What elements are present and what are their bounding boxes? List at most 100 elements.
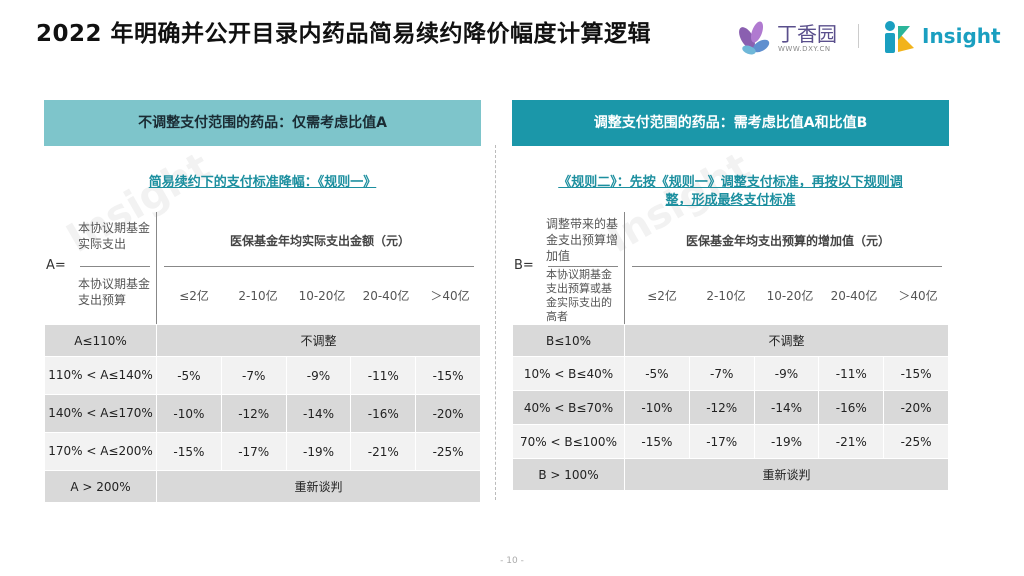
table-row: 70% < B≤100% -15% -17% -19% -21% -25%: [512, 424, 949, 459]
table-cell: -20%: [883, 390, 949, 425]
table-row: 40% < B≤70% -10% -12% -14% -16% -20%: [512, 390, 949, 425]
table-cell: -7%: [220, 356, 287, 395]
band-header: 20-40亿: [830, 289, 878, 303]
page-number: - 10 -: [500, 556, 524, 566]
column-header: 医保基金年均支出预算的增加值（元）: [685, 234, 890, 248]
table-cell: -15%: [156, 432, 222, 471]
row-label: B > 100%: [512, 458, 625, 491]
table-cell: -5%: [624, 356, 690, 391]
dxy-logo: 丁香园 WWW.DXY.CN: [735, 18, 850, 60]
table-cell: -17%: [220, 432, 287, 471]
table-cell: -21%: [350, 432, 417, 471]
merged-cell: 重新谈判: [624, 458, 949, 491]
formula-label: B=: [514, 258, 534, 273]
band-header: 10-20亿: [766, 289, 814, 303]
formula-numerator: 本协议期基金实际支出: [78, 221, 151, 251]
band-header: ＞40亿: [898, 289, 938, 303]
table-cell: -9%: [753, 356, 820, 391]
band-header: 10-20亿: [298, 289, 346, 303]
table-row: 170% < A≤200% -15% -17% -19% -21% -25%: [44, 432, 481, 471]
left-reduction-table: A≤110% 不调整 110% < A≤140% -5% -7% -9% -11…: [44, 324, 481, 503]
right-reduction-table: B≤10% 不调整 10% < B≤40% -5% -7% -9% -11% -…: [512, 324, 949, 491]
table-cell: -17%: [688, 424, 755, 459]
merged-cell: 不调整: [156, 324, 481, 357]
table-cell: -15%: [883, 356, 949, 391]
row-label: 170% < A≤200%: [44, 432, 157, 471]
table-cell: -19%: [285, 432, 352, 471]
band-headers: ≤2亿 2-10亿 10-20亿 20-40亿 ＞40亿: [630, 287, 950, 304]
table-cell: -10%: [156, 394, 222, 433]
panel-divider: [495, 145, 496, 500]
row-label: 70% < B≤100%: [512, 424, 625, 459]
table-row: B > 100% 重新谈判: [512, 458, 949, 491]
left-rule-title: 简易续约下的支付标准降幅：《规则一》: [148, 175, 377, 190]
table-cell: -25%: [883, 424, 949, 459]
table-row: 110% < A≤140% -5% -7% -9% -11% -15%: [44, 356, 481, 395]
formula-denominator: 本协议期基金支出预算或基金实际支出的高者: [546, 268, 612, 323]
row-label: 140% < A≤170%: [44, 394, 157, 433]
band-header: ＞40亿: [430, 289, 470, 303]
left-panel: 不调整支付范围的药品：仅需考虑比值A 简易续约下的支付标准降幅：《规则一》 A=…: [44, 100, 481, 503]
band-header: 2-10亿: [706, 289, 746, 303]
insight-name: Insight: [922, 24, 1001, 48]
formula-vertical-line: [624, 212, 625, 330]
table-row: 10% < B≤40% -5% -7% -9% -11% -15%: [512, 356, 949, 391]
formula-numerator: 调整带来的基金支出预算增加值: [546, 217, 619, 263]
table-cell: -11%: [350, 356, 417, 395]
table-cell: -25%: [415, 432, 481, 471]
left-formula: A= 本协议期基金实际支出 本协议期基金支出预算 医保基金年均实际支出金额（元）…: [44, 212, 481, 330]
table-cell: -21%: [818, 424, 885, 459]
column-header: 医保基金年均实际支出金额（元）: [229, 234, 410, 248]
band-headers: ≤2亿 2-10亿 10-20亿 20-40亿 ＞40亿: [162, 287, 482, 304]
fraction-line: [548, 266, 618, 267]
table-cell: -20%: [415, 394, 481, 433]
left-banner: 不调整支付范围的药品：仅需考虑比值A: [44, 100, 481, 146]
logo-divider: [858, 24, 859, 48]
dxy-name: 丁香园: [777, 22, 837, 46]
band-header: 2-10亿: [238, 289, 278, 303]
row-label: A > 200%: [44, 470, 157, 503]
formula-denominator: 本协议期基金支出预算: [78, 277, 151, 307]
insight-mark-icon: [885, 21, 914, 53]
table-cell: -10%: [624, 390, 690, 425]
table-cell: -12%: [220, 394, 287, 433]
insight-logo: Insight: [880, 18, 1010, 58]
table-row: 140% < A≤170% -10% -12% -14% -16% -20%: [44, 394, 481, 433]
row-label: 40% < B≤70%: [512, 390, 625, 425]
table-cell: -15%: [624, 424, 690, 459]
fraction-line: [80, 266, 150, 267]
table-cell: -14%: [285, 394, 352, 433]
table-cell: -19%: [753, 424, 820, 459]
formula-label: A=: [46, 258, 66, 273]
header-line: [164, 266, 474, 267]
row-label: A≤110%: [44, 324, 157, 357]
flower-icon: [739, 21, 770, 55]
dxy-url: WWW.DXY.CN: [778, 45, 831, 53]
row-label: B≤10%: [512, 324, 625, 357]
row-label: 110% < A≤140%: [44, 356, 157, 395]
right-formula: B= 调整带来的基金支出预算增加值 本协议期基金支出预算或基金实际支出的高者 医…: [512, 212, 949, 330]
right-banner: 调整支付范围的药品：需考虑比值A和比值B: [512, 100, 949, 146]
band-header: ≤2亿: [179, 289, 209, 303]
table-row: A≤110% 不调整: [44, 324, 481, 357]
table-cell: -14%: [753, 390, 820, 425]
right-panel: 调整支付范围的药品：需考虑比值A和比值B 《规则二》：先按《规则一》调整支付标准…: [512, 100, 949, 491]
table-cell: -7%: [688, 356, 755, 391]
table-cell: -12%: [688, 390, 755, 425]
table-cell: -5%: [156, 356, 222, 395]
page-title: 2022 年明确并公开目录内药品简易续约降价幅度计算逻辑: [36, 21, 652, 47]
merged-cell: 重新谈判: [156, 470, 481, 503]
merged-cell: 不调整: [624, 324, 949, 357]
table-row: A > 200% 重新谈判: [44, 470, 481, 503]
right-rule-title: 《规则二》：先按《规则一》调整支付标准，再按以下规则调整，形成最终支付标准: [558, 175, 903, 208]
band-header: 20-40亿: [362, 289, 410, 303]
band-header: ≤2亿: [647, 289, 677, 303]
table-cell: -16%: [350, 394, 417, 433]
formula-vertical-line: [156, 212, 157, 330]
table-cell: -15%: [415, 356, 481, 395]
table-cell: -9%: [285, 356, 352, 395]
row-label: 10% < B≤40%: [512, 356, 625, 391]
table-cell: -11%: [818, 356, 885, 391]
header-line: [632, 266, 942, 267]
table-row: B≤10% 不调整: [512, 324, 949, 357]
